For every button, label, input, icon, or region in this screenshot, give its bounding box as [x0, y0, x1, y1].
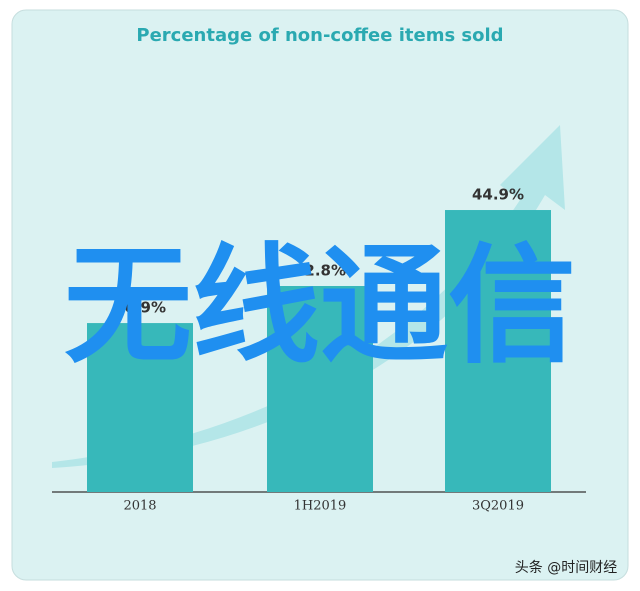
- bar: [445, 210, 551, 492]
- credit: 头条 @时间财经: [515, 559, 617, 576]
- bars: 26.9% 2018 32.8% 1H2019 44.9% 3Q2019: [87, 186, 551, 514]
- x-tick-label: 1H2019: [294, 499, 347, 514]
- bar: [87, 323, 193, 492]
- bar: [267, 286, 373, 492]
- value-label: 44.9%: [472, 186, 524, 204]
- x-tick-label: 2018: [123, 499, 156, 514]
- value-label: 26.9%: [114, 299, 166, 317]
- value-label: 32.8%: [294, 262, 346, 280]
- x-tick-label: 3Q2019: [472, 499, 524, 514]
- chart-title: Percentage of non-coffee items sold: [136, 25, 503, 46]
- watermark: 无线通信: [64, 232, 576, 381]
